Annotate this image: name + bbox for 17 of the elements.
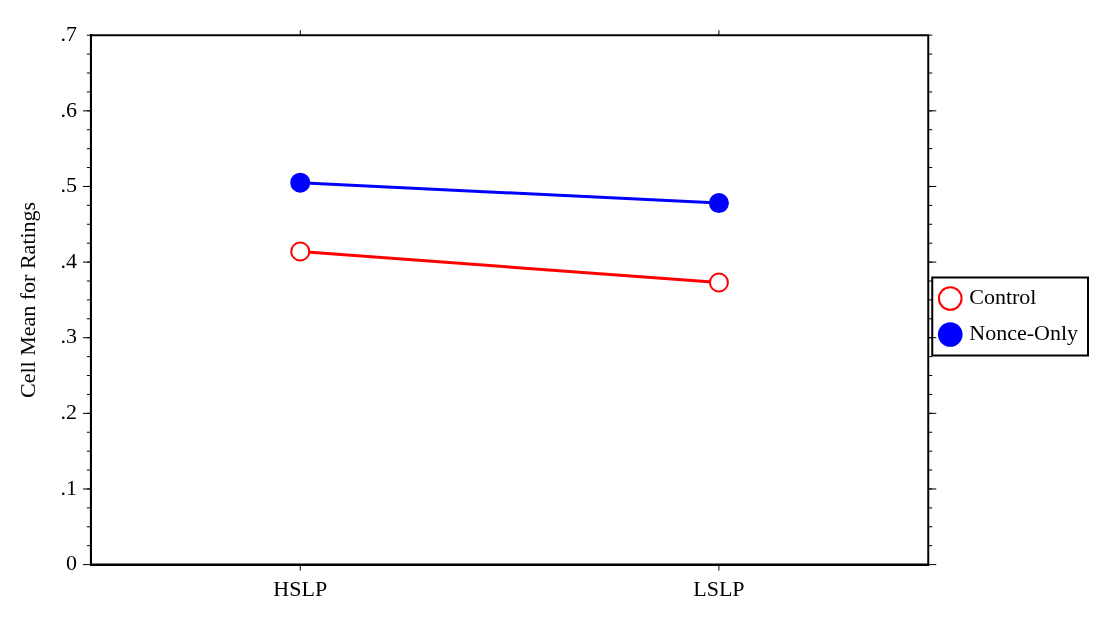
y-tick-label: .1 bbox=[60, 474, 77, 500]
y-tick-label: .5 bbox=[60, 172, 77, 198]
y-tick-label: .2 bbox=[60, 399, 77, 425]
y-tick-label: .3 bbox=[60, 323, 77, 349]
y-tick-label: 0 bbox=[65, 550, 77, 576]
legend-label: Control bbox=[969, 284, 1037, 310]
y-tick-label: .7 bbox=[60, 20, 77, 46]
x-tick-label: HSLP bbox=[273, 575, 328, 601]
y-tick-label: .6 bbox=[60, 96, 77, 122]
legend-label: Nonce-Only bbox=[969, 320, 1079, 346]
y-axis-title: Cell Mean for Ratings bbox=[14, 201, 40, 398]
x-tick-label: LSLP bbox=[693, 575, 745, 601]
point bbox=[290, 172, 311, 193]
point bbox=[708, 272, 729, 293]
point bbox=[290, 241, 311, 262]
point bbox=[708, 193, 729, 214]
y-tick-label: .4 bbox=[60, 247, 77, 273]
